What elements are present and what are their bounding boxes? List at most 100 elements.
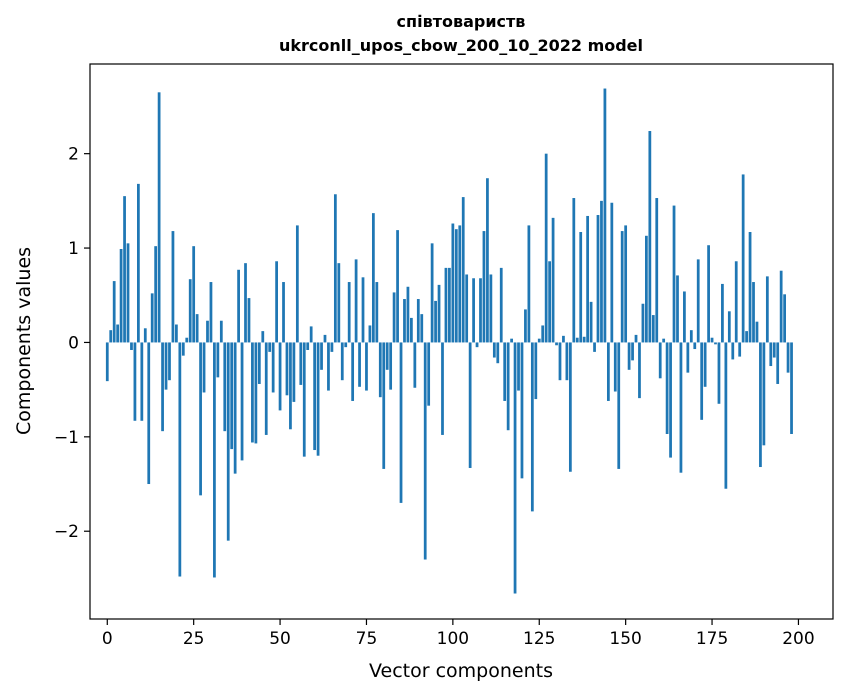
bar	[351, 342, 355, 401]
bar	[551, 217, 555, 343]
bar	[254, 342, 258, 444]
bar	[790, 342, 793, 434]
bar	[517, 342, 520, 391]
bar	[499, 267, 503, 343]
bar	[610, 202, 614, 343]
bar	[537, 338, 541, 343]
bar	[123, 196, 126, 343]
bar	[627, 342, 631, 370]
bar	[441, 342, 444, 435]
bar	[555, 342, 558, 346]
bar	[593, 342, 596, 352]
y-tick-label: −2	[54, 522, 79, 542]
bar	[638, 342, 641, 399]
bar	[482, 231, 486, 343]
bar	[226, 342, 230, 541]
x-tick-label: 175	[696, 629, 728, 649]
bar	[662, 338, 666, 343]
bar	[378, 342, 382, 398]
bar	[683, 291, 686, 343]
chart-title-line1: співтовариств	[397, 12, 526, 31]
bar	[282, 282, 285, 343]
bar	[330, 342, 334, 352]
bar	[769, 342, 773, 367]
bar	[710, 337, 714, 343]
bar	[244, 263, 247, 343]
bar	[648, 131, 652, 343]
bar	[748, 232, 752, 343]
bar	[147, 342, 151, 485]
x-tick-label: 100	[437, 629, 469, 649]
bar	[596, 215, 600, 343]
bar	[382, 342, 386, 469]
bar	[150, 293, 154, 343]
bar	[731, 342, 735, 360]
y-tick-label: 2	[68, 145, 79, 165]
bar	[544, 153, 548, 343]
bar	[669, 342, 672, 458]
bar	[465, 274, 469, 343]
bar	[420, 314, 424, 343]
bar	[524, 309, 527, 343]
bar	[285, 342, 289, 396]
bar	[527, 225, 531, 343]
bar	[219, 320, 223, 343]
bar	[403, 299, 406, 343]
bar	[116, 324, 120, 343]
plot-frame	[89, 63, 834, 620]
bar	[368, 325, 372, 343]
bar	[765, 276, 769, 343]
bar	[313, 342, 317, 451]
x-tick-label: 125	[523, 629, 555, 649]
bar	[130, 342, 133, 350]
bar	[600, 200, 603, 343]
bar	[603, 88, 607, 343]
bar	[337, 263, 341, 343]
bar	[119, 249, 123, 343]
bar	[251, 342, 254, 443]
bar	[240, 342, 244, 461]
bar	[641, 303, 645, 343]
bar	[192, 246, 196, 343]
bar	[458, 225, 462, 343]
bar	[672, 205, 676, 343]
bar	[461, 197, 465, 343]
bar	[475, 342, 479, 348]
bar	[306, 342, 310, 350]
bar	[786, 342, 790, 373]
bar	[634, 334, 638, 343]
bar	[268, 342, 272, 352]
bar	[486, 178, 489, 343]
bar	[399, 342, 403, 503]
bar	[565, 342, 569, 381]
bar	[358, 342, 361, 387]
bar	[396, 230, 399, 343]
bar	[295, 225, 299, 343]
bar	[606, 342, 610, 401]
bar	[264, 342, 268, 435]
bar	[741, 174, 745, 343]
bar	[213, 342, 216, 578]
bar	[686, 342, 690, 373]
bar	[434, 300, 437, 343]
bar	[714, 342, 717, 345]
bar	[320, 342, 323, 370]
bar	[275, 261, 278, 343]
bar	[423, 342, 427, 560]
bar	[202, 342, 206, 393]
bar	[271, 342, 275, 393]
bar	[676, 275, 679, 343]
x-tick-label: 75	[356, 629, 378, 649]
bar	[513, 342, 517, 594]
bar	[783, 294, 786, 343]
bar	[759, 342, 762, 468]
bar	[247, 298, 251, 343]
bar	[624, 225, 628, 343]
bar	[389, 342, 393, 390]
bar	[157, 92, 161, 343]
bar	[589, 301, 593, 343]
x-tick-label: 200	[782, 629, 814, 649]
chart-title-line2: ukrconll_upos_cbow_200_10_2022 model	[279, 36, 643, 55]
bar	[492, 342, 496, 358]
bar	[579, 232, 583, 343]
